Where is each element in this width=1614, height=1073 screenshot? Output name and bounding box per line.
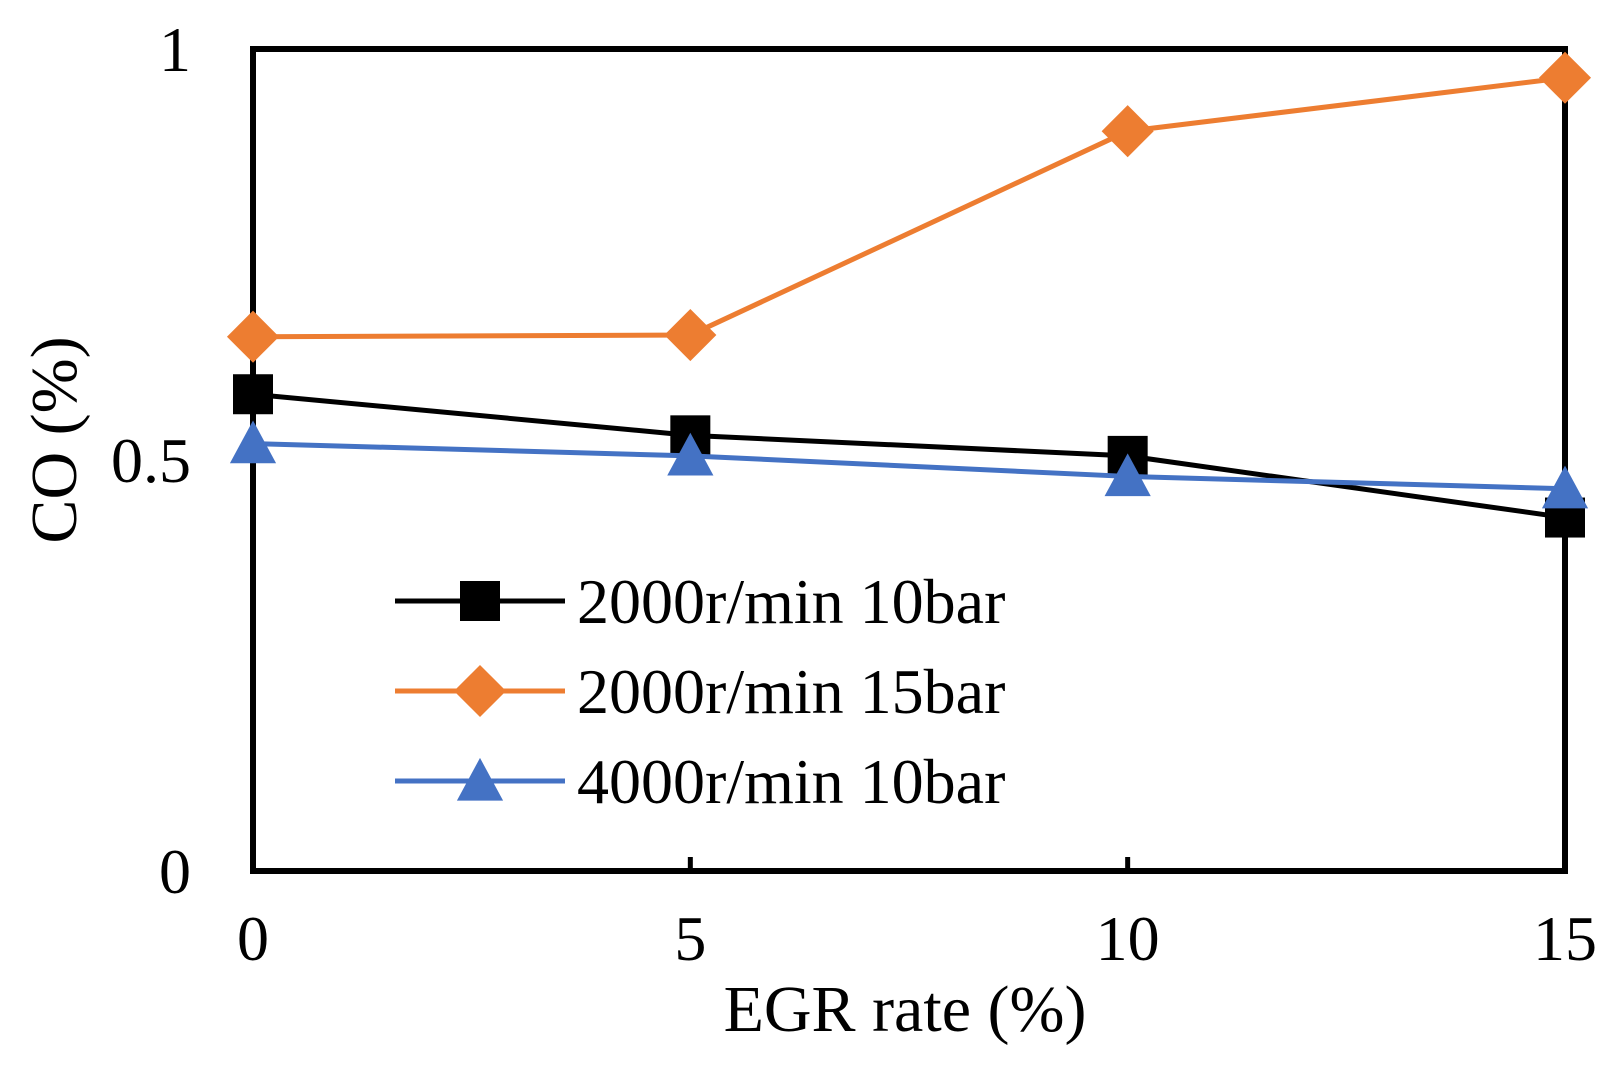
x-axis-ticks: 0 5 10 15	[237, 857, 1597, 974]
series-line	[252, 441, 1566, 492]
y-tick-label: 1	[159, 14, 191, 85]
data-point-diamond	[226, 310, 280, 363]
x-tick-label: 15	[1533, 903, 1597, 974]
y-axis-title: CO (%)	[18, 336, 91, 543]
y-tick-label: 0.5	[111, 425, 191, 496]
series-line	[252, 391, 1566, 521]
legend-label: 4000r/min 10bar	[577, 746, 1005, 817]
series-1	[233, 374, 1585, 538]
series-line	[252, 75, 1566, 340]
x-tick-label: 5	[674, 903, 706, 974]
data-point-diamond	[1538, 51, 1592, 104]
series-2	[226, 51, 1592, 363]
legend-marker	[453, 664, 507, 718]
y-tick-label: 0	[159, 836, 191, 907]
legend-item: 4000r/min 10bar	[395, 746, 1005, 817]
legend-item: 2000r/min 15bar	[395, 656, 1005, 727]
data-point-diamond	[1101, 105, 1154, 158]
legend: 2000r/min 10bar 2000r/min 15bar 4000r/min …	[395, 566, 1005, 817]
series-layer	[226, 51, 1592, 538]
legend-label: 2000r/min 10bar	[577, 566, 1005, 637]
x-tick-label: 10	[1096, 903, 1160, 974]
legend-item: 2000r/min 10bar	[395, 566, 1005, 637]
legend-label: 2000r/min 15bar	[577, 656, 1005, 727]
legend-marker	[456, 757, 504, 801]
x-tick-label: 0	[237, 903, 269, 974]
x-axis-title: EGR rate (%)	[724, 973, 1087, 1046]
legend-marker	[460, 581, 500, 621]
series-3	[229, 420, 1589, 509]
data-point-triangle	[1104, 453, 1151, 497]
y-axis-ticks: 00.51	[111, 14, 191, 907]
data-point-triangle	[229, 420, 277, 464]
data-point-diamond	[664, 309, 717, 362]
data-point-triangle	[667, 432, 714, 476]
data-point-square	[233, 374, 273, 415]
data-point-triangle	[1541, 465, 1589, 509]
